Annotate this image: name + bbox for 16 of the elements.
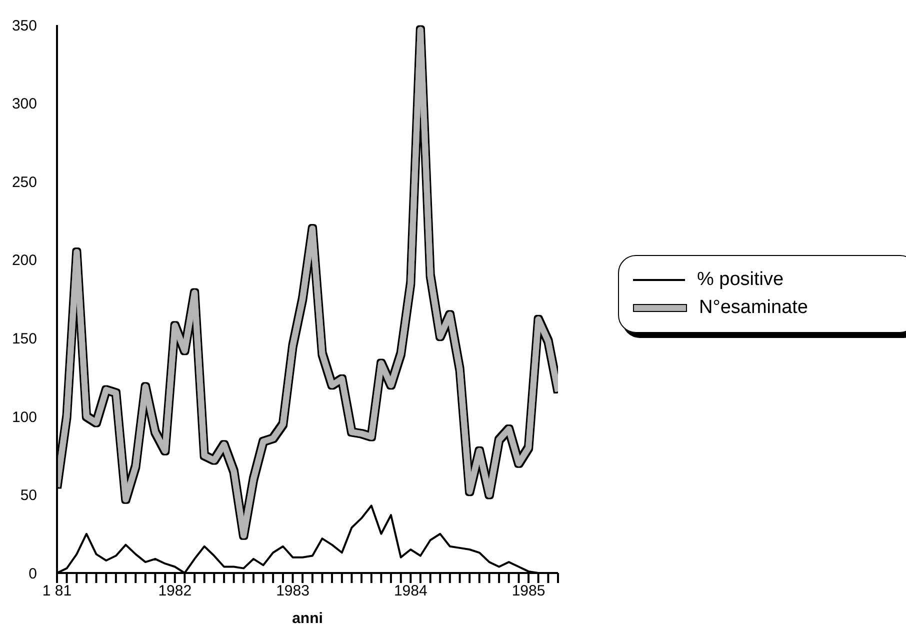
y-tick-label: 50 [20,487,37,504]
y-tick-label: 350 [12,17,37,34]
x-tick-label: 1983 [276,582,310,600]
x-tick-label: 1 81 [42,582,72,600]
y-tick-label: 100 [12,408,37,426]
x-tick-label: 1985 [512,582,546,600]
legend-label: N°esaminate [699,296,808,320]
y-tick-label: 250 [12,174,37,191]
y-tick-label: 200 [12,252,37,270]
y-tick-label: 300 [12,96,37,113]
legend-label: % positive [697,268,784,292]
y-tick-label: 0 [28,565,37,582]
x-tick-label: 1982 [158,582,192,600]
y-tick-label: 150 [12,330,37,348]
x-axis-title: anni [292,610,323,627]
x-tick-label: 1984 [394,582,428,600]
